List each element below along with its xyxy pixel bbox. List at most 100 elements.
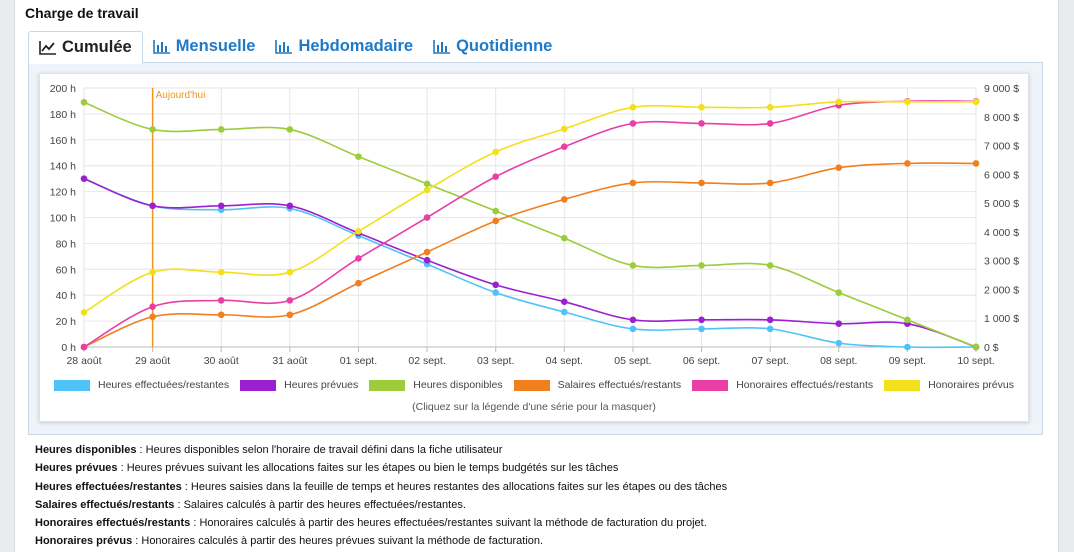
definition-text: : Salaires calculés à partir des heures … bbox=[174, 498, 466, 511]
data-point-honoraires-prevus bbox=[904, 98, 911, 106]
chart-tabs: Cumulée Mensuelle Hebdomadaire Quotidien… bbox=[28, 31, 562, 64]
data-point-honoraires-prevus bbox=[492, 148, 499, 156]
bar-chart-icon bbox=[152, 39, 170, 54]
data-point-heures-disponibles bbox=[835, 289, 843, 296]
legend-item-heures-effectuees-restantes[interactable]: Heures effectuées/restantes bbox=[54, 379, 229, 391]
data-point-heures-disponibles bbox=[492, 207, 499, 215]
chart-canvas: 0 h 20 h 40 h 60 h 80 h 100 h 120 h 140 h 160 h 1… bbox=[50, 83, 1019, 367]
legend-item-heures-disponibles[interactable]: Heures disponibles bbox=[369, 379, 503, 391]
data-point-salaires-effectues-restants bbox=[286, 311, 294, 319]
definition-row: Honoraires prévus : Honoraires calculés … bbox=[35, 532, 1035, 550]
legend-swatch bbox=[692, 379, 729, 391]
x-tick-label: 28 août bbox=[66, 355, 101, 367]
definition-row: Heures effectuées/restantes : Heures sai… bbox=[35, 478, 1035, 496]
definition-text: : Heures disponibles selon l'horaire de … bbox=[136, 444, 503, 456]
data-point-honoraires-prevus bbox=[80, 309, 88, 316]
tab-mensuelle[interactable]: Mensuelle bbox=[143, 31, 266, 62]
y-left-tick-label: 0 h bbox=[61, 342, 76, 354]
y-right-tick-label: 5 000 $ bbox=[984, 198, 1019, 210]
x-tick-label: 29 août bbox=[135, 355, 170, 367]
panel-title: Charge de travail bbox=[25, 5, 139, 21]
data-point-salaires-effectues-restants bbox=[217, 311, 225, 319]
series-line-heures-disponibles bbox=[83, 101, 977, 348]
legend-swatch bbox=[369, 379, 406, 391]
legend-item-honoraires-prevus[interactable]: Honoraires prévus bbox=[884, 379, 1014, 391]
data-point-honoraires-prevus bbox=[423, 186, 431, 194]
tab-cumulee[interactable]: Cumulée bbox=[28, 31, 143, 64]
legend-item-salaires-effectues-restants[interactable]: Salaires effectués/restants bbox=[513, 379, 681, 391]
definition-term: Heures effectuées/restantes bbox=[35, 480, 182, 493]
data-point-heures-prevues bbox=[835, 320, 843, 327]
data-point-heures-disponibles bbox=[904, 316, 911, 324]
definition-row: Salaires effectués/restants : Salaires c… bbox=[35, 496, 1035, 514]
series-line-honoraires-prevus bbox=[83, 100, 976, 314]
data-point-honoraires-effectues-restants bbox=[561, 143, 568, 151]
y-left-tick-label: 200 h bbox=[50, 83, 76, 95]
today-marker-label: Aujourd'hui bbox=[156, 90, 206, 101]
data-point-heures-prevues bbox=[217, 202, 225, 210]
y-left-tick-label: 80 h bbox=[56, 238, 77, 250]
data-point-heures-prevues bbox=[698, 316, 705, 324]
series-line-heures-effectuees-restantes bbox=[83, 177, 977, 349]
data-point-heures-effectuees-restantes bbox=[904, 343, 911, 351]
legend-label: Heures effectuées/restantes bbox=[98, 379, 230, 391]
y-left-tick-label: 60 h bbox=[56, 264, 77, 276]
x-tick-label: 01 sept. bbox=[340, 355, 377, 367]
tab-quotidienne[interactable]: Quotidienne bbox=[423, 31, 562, 62]
data-point-heures-effectuees-restantes bbox=[629, 325, 637, 333]
data-point-heures-prevues bbox=[629, 316, 637, 324]
data-point-heures-disponibles bbox=[561, 234, 568, 242]
y-right-tick-label: 3 000 $ bbox=[984, 256, 1019, 268]
bar-chart-icon bbox=[433, 39, 451, 54]
data-point-heures-effectuees-restantes bbox=[698, 325, 705, 333]
data-point-honoraires-effectues-restants bbox=[355, 255, 362, 262]
data-point-heures-disponibles bbox=[149, 126, 156, 133]
series-line-heures-prevues bbox=[83, 177, 977, 348]
data-point-honoraires-prevus bbox=[355, 228, 362, 235]
legend-label: Honoraires prévus bbox=[928, 379, 1014, 391]
data-point-heures-disponibles bbox=[423, 180, 431, 188]
data-point-heures-prevues bbox=[80, 175, 88, 182]
data-point-honoraires-effectues-restants bbox=[217, 297, 225, 304]
data-point-heures-disponibles bbox=[355, 153, 362, 160]
data-point-salaires-effectues-restants bbox=[355, 279, 362, 287]
data-point-salaires-effectues-restants bbox=[904, 160, 911, 167]
definition-term: Honoraires effectués/restants bbox=[35, 517, 191, 530]
legend-hint: (Cliquez sur la légende d'une série pour… bbox=[412, 401, 656, 413]
y-left-tick-label: 120 h bbox=[50, 187, 76, 199]
data-point-heures-disponibles bbox=[698, 262, 705, 269]
y-right-tick-label: 9 000 $ bbox=[984, 83, 1019, 95]
legend-item-heures-prevues[interactable]: Heures prévues bbox=[240, 379, 358, 391]
data-point-honoraires-prevus bbox=[629, 103, 637, 111]
data-point-heures-effectuees-restantes bbox=[492, 289, 499, 296]
definition-term: Honoraires prévus bbox=[35, 535, 133, 548]
data-point-heures-disponibles bbox=[286, 126, 294, 133]
tab-label: Mensuelle bbox=[175, 37, 256, 55]
data-point-honoraires-prevus bbox=[561, 125, 568, 133]
legend-label: Heures prévues bbox=[284, 379, 359, 391]
data-point-heures-prevues bbox=[286, 202, 294, 210]
legend-item-honoraires-effectues-restants[interactable]: Honoraires effectués/restants bbox=[692, 379, 873, 391]
data-point-honoraires-prevus bbox=[766, 103, 774, 111]
y-left-tick-label: 140 h bbox=[50, 161, 76, 173]
y-left-tick-label: 180 h bbox=[50, 109, 76, 121]
tab-label: Quotidienne bbox=[456, 37, 553, 55]
data-point-salaires-effectues-restants bbox=[423, 248, 431, 256]
tab-hebdomadaire[interactable]: Hebdomadaire bbox=[265, 31, 423, 62]
chart-legend: Heures effectuées/restantes Heures prévue… bbox=[54, 379, 1014, 391]
data-point-heures-prevues bbox=[149, 202, 156, 210]
data-point-honoraires-effectues-restants bbox=[423, 214, 431, 221]
data-point-salaires-effectues-restants bbox=[561, 196, 568, 203]
data-point-honoraires-effectues-restants bbox=[629, 120, 637, 127]
y-right-tick-label: 7 000 $ bbox=[984, 141, 1019, 153]
definition-text: : Honoraires calculés à partir des heure… bbox=[190, 517, 707, 530]
tab-label: Cumulée bbox=[62, 38, 132, 56]
x-tick-label: 10 sept. bbox=[957, 355, 994, 367]
workload-chart: 0 h 20 h 40 h 60 h 80 h 100 h 120 h 140 h 160 h 1… bbox=[39, 73, 1029, 422]
data-point-honoraires-prevus bbox=[217, 268, 225, 276]
data-point-heures-disponibles bbox=[972, 343, 980, 351]
data-point-heures-disponibles bbox=[80, 98, 88, 106]
definition-text: : Honoraires calculés à partir des heure… bbox=[132, 535, 544, 548]
y-left-tick-label: 160 h bbox=[50, 135, 76, 147]
data-point-heures-prevues bbox=[492, 281, 499, 289]
